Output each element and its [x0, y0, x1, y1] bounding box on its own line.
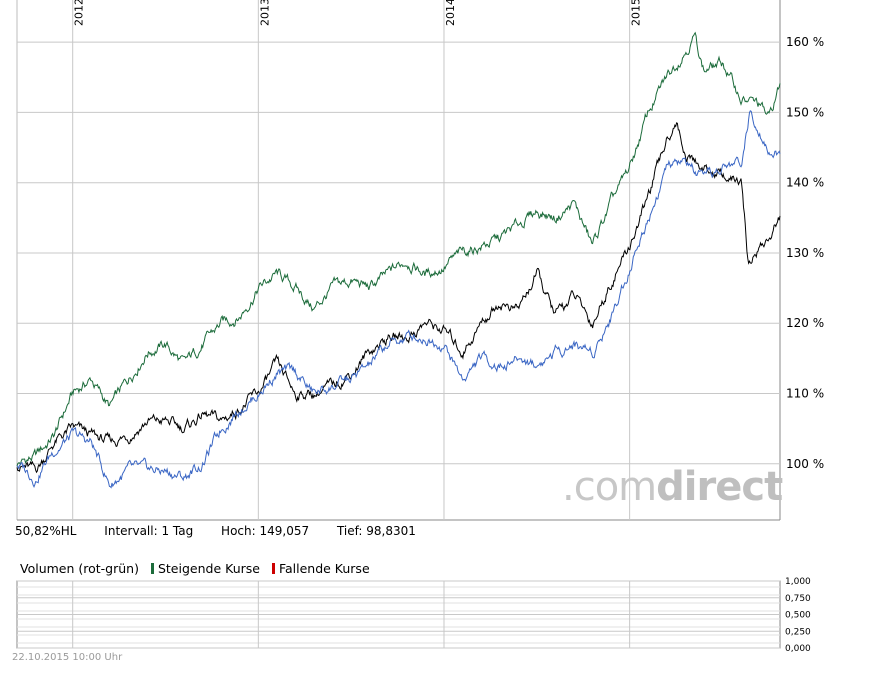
price-series-line [16, 31, 781, 467]
x-year-label: 2013 [258, 0, 271, 26]
volume-tick-label: 1,000 [785, 577, 811, 587]
y-tick-label: 100 % [786, 457, 824, 471]
volume-legend: Volumen (rot-grün) Steigende Kurse Falle… [20, 561, 370, 576]
volume-tick-label: 0,500 [785, 611, 811, 621]
y-tick-label: 130 % [786, 246, 824, 260]
volume-tick-label: 0,250 [785, 627, 811, 637]
timestamp: 22.10.2015 10:00 Uhr [12, 652, 123, 663]
volume-tick-label: 0,000 [785, 644, 811, 654]
interval-label: Intervall: 1 Tag [104, 524, 194, 538]
x-year-label: 2012 [73, 0, 86, 26]
y-tick-label: 140 % [786, 176, 824, 190]
falling-swatch-icon [271, 563, 275, 574]
rising-label: Steigende Kurse [157, 561, 260, 576]
volume-title: Volumen (rot-grün) [20, 561, 139, 576]
price-series-line [16, 110, 781, 489]
comdirect-watermark: .comdirect [562, 464, 783, 510]
chart-info-line: 50,82%HL Intervall: 1 Tag Hoch: 149,057 … [15, 524, 440, 538]
x-year-label: 2014 [444, 0, 457, 26]
low-label: Tief: 98,8301 [336, 524, 416, 538]
y-tick-label: 120 % [786, 316, 824, 330]
y-tick-label: 150 % [786, 105, 824, 119]
performance-label: 50,82%HL [15, 524, 77, 538]
price-series-line [16, 122, 781, 474]
y-tick-label: 160 % [786, 35, 824, 49]
volume-tick-label: 0,750 [785, 594, 811, 604]
x-year-label: 2015 [630, 0, 643, 26]
high-label: Hoch: 149,057 [221, 524, 310, 538]
rising-swatch-icon [150, 563, 154, 574]
y-tick-label: 110 % [786, 387, 824, 401]
falling-label: Fallende Kurse [278, 561, 370, 576]
